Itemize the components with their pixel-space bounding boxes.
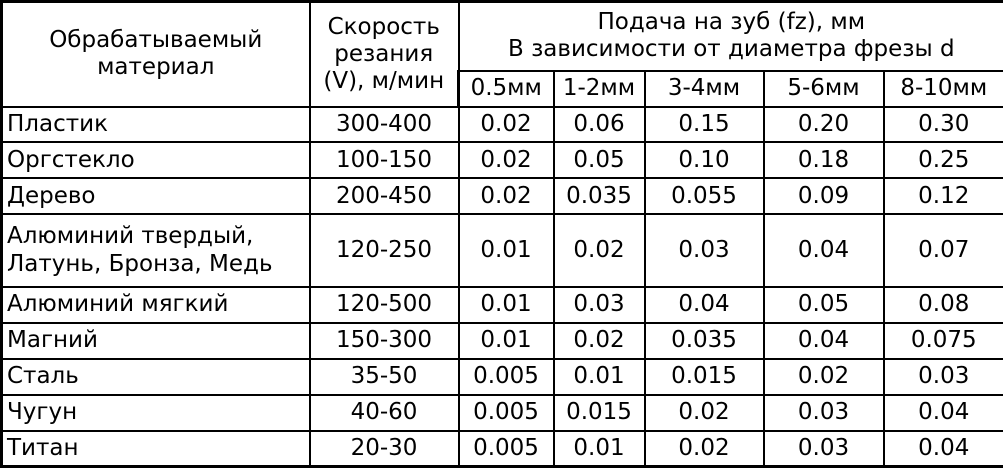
speed-cell: 100-150 [308,141,460,180]
fz-cell: 0.30 [882,105,1003,144]
header-diameter-0-5mm: 0.5мм [457,69,555,108]
table-row-wood: Дерево 200-450 0.02 0.035 0.055 0.09 0.1… [0,177,1003,216]
fz-cell: 0.03 [643,213,765,288]
fz-cell: 0.09 [762,177,885,216]
header-feed-per-tooth-group: Подача на зуб (fz), мм В зависимости от … [457,0,1003,72]
fz-cell: 0.03 [882,357,1003,396]
fz-cell: 0.02 [643,393,765,432]
table-row-cast-iron: Чугун 40-60 0.005 0.015 0.02 0.03 0.04 [0,393,1003,432]
material-cell: Алюминий мягкий [0,285,311,324]
material-cell: Дерево [0,177,311,216]
fz-cell: 0.05 [552,141,646,180]
fz-cell: 0.015 [552,393,646,432]
fz-cell: 0.25 [882,141,1003,180]
header-diameter-8-10mm: 8-10мм [882,69,1003,108]
fz-cell: 0.01 [552,429,646,468]
fz-cell: 0.01 [552,357,646,396]
speed-cell: 150-300 [308,321,460,360]
fz-cell: 0.055 [643,177,765,216]
header-cutting-speed: Скорость резания (V), м/мин [308,0,460,108]
speed-cell: 40-60 [308,393,460,432]
fz-cell: 0.02 [643,429,765,468]
speed-cell: 200-450 [308,177,460,216]
table-row-hard-aluminum-brass-bronze-copper: Алюминий твердый, Латунь, Бронза, Медь 1… [0,213,1003,288]
fz-cell: 0.04 [882,429,1003,468]
header-material: Обрабатываемый материал [0,0,311,108]
fz-cell: 0.10 [643,141,765,180]
header-row-diameters: 0.5мм 1-2мм 3-4мм 5-6мм 8-10мм [2,69,1003,108]
fz-cell: 0.01 [457,213,555,288]
fz-cell: 0.03 [762,429,885,468]
table-row-plastic: Пластик 300-400 0.02 0.06 0.15 0.20 0.30 [0,105,1003,144]
fz-cell: 0.005 [457,393,555,432]
fz-cell: 0.015 [643,357,765,396]
header-diameter-5-6mm: 5-6мм [762,69,885,108]
header-diameter-1-2mm: 1-2мм [552,69,646,108]
speed-cell: 120-250 [308,213,460,288]
fz-cell: 0.02 [552,213,646,288]
fz-cell: 0.02 [552,321,646,360]
fz-cell: 0.08 [882,285,1003,324]
speed-cell: 20-30 [308,429,460,468]
speed-cell: 35-50 [308,357,460,396]
fz-cell: 0.02 [762,357,885,396]
fz-cell: 0.18 [762,141,885,180]
fz-cell: 0.15 [643,105,765,144]
fz-cell: 0.04 [762,213,885,288]
fz-cell: 0.20 [762,105,885,144]
fz-cell: 0.04 [643,285,765,324]
table-row-soft-aluminum: Алюминий мягкий 120-500 0.01 0.03 0.04 0… [0,285,1003,324]
fz-cell: 0.07 [882,213,1003,288]
fz-cell: 0.01 [457,285,555,324]
fz-cell: 0.04 [882,393,1003,432]
table-row-magnesium: Магний 150-300 0.01 0.02 0.035 0.04 0.07… [0,321,1003,360]
table-row-steel: Сталь 35-50 0.005 0.01 0.015 0.02 0.03 [0,357,1003,396]
table-row-acrylic: Оргстекло 100-150 0.02 0.05 0.10 0.18 0.… [0,141,1003,180]
material-cell: Оргстекло [0,141,311,180]
material-cell: Титан [0,429,311,468]
fz-cell: 0.06 [552,105,646,144]
header-row-main: Обрабатываемый материал Скорость резания… [0,0,1003,108]
material-cell: Пластик [0,105,311,144]
fz-cell: 0.02 [457,141,555,180]
fz-cell: 0.12 [882,177,1003,216]
fz-cell: 0.035 [552,177,646,216]
fz-cell: 0.035 [643,321,765,360]
fz-cell: 0.005 [457,429,555,468]
speed-cell: 120-500 [308,285,460,324]
fz-cell: 0.005 [457,357,555,396]
speed-cell: 300-400 [308,105,460,144]
table-row-titanium: Титан 20-30 0.005 0.01 0.02 0.03 0.04 [0,429,1003,468]
material-cell: Магний [0,321,311,360]
fz-cell: 0.03 [762,393,885,432]
fz-cell: 0.04 [762,321,885,360]
fz-cell: 0.02 [457,177,555,216]
material-cell: Алюминий твердый, Латунь, Бронза, Медь [0,213,311,288]
header-feed-per-tooth-title: Подача на зуб (fz), мм [597,9,866,36]
fz-cell: 0.05 [762,285,885,324]
header-diameter-3-4mm: 3-4мм [643,69,765,108]
fz-cell: 0.03 [552,285,646,324]
fz-cell: 0.01 [457,321,555,360]
material-cell: Чугун [0,393,311,432]
material-cell: Сталь [0,357,311,396]
fz-cell: 0.02 [457,105,555,144]
header-feed-per-tooth-subtitle: В зависимости от диаметра фрезы d [507,36,955,63]
fz-cell: 0.075 [882,321,1003,360]
